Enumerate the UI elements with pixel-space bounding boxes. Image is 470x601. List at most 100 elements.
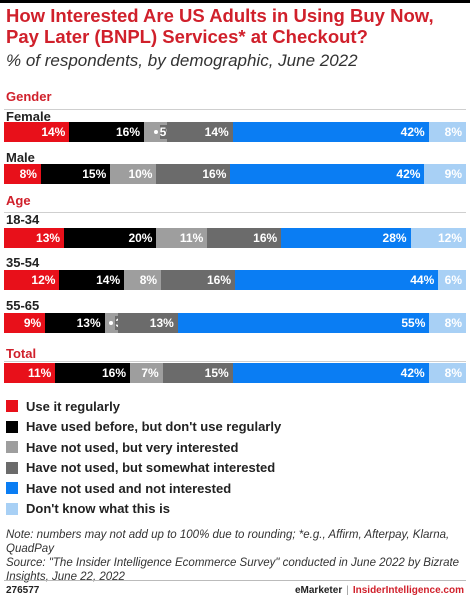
bar-segment-used_before bbox=[40, 164, 111, 184]
bar-segment-dont_know bbox=[428, 363, 467, 383]
bar-segment-not_interested bbox=[232, 363, 430, 383]
legend-swatch bbox=[6, 441, 18, 454]
bar-segment-use_regularly bbox=[4, 313, 46, 333]
bar-18-34: 13% 20% 11% 16% 28% 12% bbox=[4, 228, 467, 248]
bar-segment-somewhat_interested bbox=[207, 228, 282, 248]
footnote: Note: numbers may not add up to 100% due… bbox=[6, 528, 466, 584]
data-label: 8% bbox=[139, 273, 158, 287]
data-label: 8% bbox=[19, 167, 37, 181]
chart-subtitle: % of respondents, by demographic, June 2… bbox=[6, 51, 358, 70]
data-label: 16% bbox=[253, 231, 278, 245]
bar-segment-used_before bbox=[59, 270, 125, 290]
chart-id: 276577 bbox=[6, 585, 40, 596]
legend-item-dont_know: Don't know what this is bbox=[6, 499, 281, 519]
section-divider bbox=[4, 361, 466, 362]
legend-item-very_interested: Have not used, but very interested bbox=[6, 437, 281, 457]
legend-item-not_interested: Have not used and not interested bbox=[6, 478, 281, 498]
bar-segment-not_interested bbox=[232, 122, 430, 142]
section-total: Total bbox=[6, 346, 37, 361]
legend-swatch bbox=[6, 461, 18, 474]
bar-segment-somewhat_interested bbox=[156, 164, 231, 184]
section-age: Age bbox=[6, 193, 31, 208]
section-divider bbox=[4, 212, 466, 213]
data-label: 7% bbox=[141, 366, 159, 380]
legend-item-somewhat_interested: Have not used, but somewhat interested bbox=[6, 458, 281, 478]
bar-segment-somewhat_interested bbox=[161, 270, 236, 290]
row-label: Male bbox=[6, 150, 35, 165]
bar-segment-dont_know bbox=[424, 164, 467, 184]
data-label: 14% bbox=[204, 125, 229, 139]
bar-segment-somewhat_interested bbox=[162, 363, 234, 383]
top-rule bbox=[0, 0, 470, 3]
bar-segment-dont_know bbox=[438, 270, 467, 290]
data-label: 11% bbox=[179, 231, 204, 245]
data-label: 15% bbox=[82, 167, 107, 181]
note-text: Note: numbers may not add up to 100% due… bbox=[6, 529, 450, 555]
section-divider bbox=[4, 109, 466, 110]
brand-insider-intelligence: InsiderIntelligence.com bbox=[352, 585, 464, 596]
data-label: 14% bbox=[96, 273, 121, 287]
data-label: 16% bbox=[115, 125, 140, 139]
row-label: Female bbox=[6, 109, 51, 124]
row-label: 35-54 bbox=[6, 255, 40, 270]
legend-label: Use it regularly bbox=[26, 398, 120, 414]
data-label: 8% bbox=[444, 366, 462, 380]
data-label: 28% bbox=[382, 231, 407, 245]
bar-male: 8% 15% 10% 16% 42% 9% bbox=[4, 164, 467, 184]
legend-label: Have not used, but very interested bbox=[26, 439, 239, 455]
bar-segment-very_interested bbox=[124, 270, 162, 290]
legend-swatch bbox=[6, 400, 18, 412]
bar-55-65: 9%13%3%13%55%8% bbox=[4, 313, 467, 333]
bar-35-54: 12% 14% 8% 16% 44% 6% bbox=[4, 270, 467, 290]
bar-segment-used_before bbox=[55, 363, 131, 383]
data-label: 42% bbox=[400, 125, 425, 139]
legend-swatch bbox=[6, 420, 18, 433]
data-label: 12% bbox=[437, 231, 462, 245]
footer-divider bbox=[4, 580, 466, 581]
label-connector bbox=[153, 130, 158, 134]
row-label: 18-34 bbox=[6, 212, 40, 227]
bar-segment-use_regularly bbox=[4, 363, 56, 383]
chart-title: How Interested Are US Adults in Using Bu… bbox=[6, 5, 434, 47]
data-label: 12% bbox=[31, 273, 56, 287]
bar-segment-use_regularly bbox=[4, 270, 60, 290]
bar-total: 11% 16% 7% 15% 42% 8% bbox=[4, 363, 467, 383]
legend-swatch bbox=[6, 502, 18, 515]
data-label: 14% bbox=[41, 125, 66, 139]
row-label: 55-65 bbox=[6, 298, 40, 313]
bar-segment-very_interested bbox=[110, 164, 157, 184]
data-label: 42% bbox=[400, 366, 425, 380]
bar-segment-not_interested bbox=[230, 164, 425, 184]
bar-segment-somewhat_interested bbox=[167, 122, 234, 142]
bar-segment-use_regularly bbox=[4, 164, 42, 184]
bar-segment-dont_know bbox=[410, 228, 467, 248]
data-label: 9% bbox=[444, 167, 462, 181]
brand-separator: | bbox=[346, 585, 349, 596]
footer-brand: eMarketer | InsiderIntelligence.com bbox=[295, 585, 464, 596]
data-label: 42% bbox=[396, 167, 421, 181]
data-label: 16% bbox=[101, 366, 126, 380]
legend-item-used_before: Have used before, but don't use regularl… bbox=[6, 417, 281, 437]
data-label: 6% bbox=[444, 273, 462, 287]
data-label: 10% bbox=[128, 167, 153, 181]
bar-segment-not_interested bbox=[281, 228, 412, 248]
data-label: 15% bbox=[204, 366, 229, 380]
bar-segment-used_before bbox=[64, 228, 157, 248]
legend: Use it regularly Have used before, but do… bbox=[6, 396, 281, 520]
legend-label: Have not used and not interested bbox=[26, 480, 232, 496]
data-label: 13% bbox=[149, 316, 174, 330]
bar-segment-very_interested bbox=[130, 363, 164, 383]
bar-segment-somewhat_interested bbox=[118, 313, 179, 333]
legend-item-use_regularly: Use it regularly bbox=[6, 396, 281, 416]
data-label: 8% bbox=[444, 125, 462, 139]
data-label: 20% bbox=[128, 231, 153, 245]
data-label: 16% bbox=[206, 273, 231, 287]
section-gender: Gender bbox=[6, 89, 52, 104]
legend-label: Have used before, but don't use regularl… bbox=[26, 419, 282, 435]
data-label: 16% bbox=[202, 167, 227, 181]
bar-segment-not_interested bbox=[235, 270, 439, 290]
legend-label: Don't know what this is bbox=[26, 501, 170, 517]
bar-segment-dont_know bbox=[428, 122, 467, 142]
bar-segment-use_regularly bbox=[4, 122, 70, 142]
bar-segment-use_regularly bbox=[4, 228, 65, 248]
